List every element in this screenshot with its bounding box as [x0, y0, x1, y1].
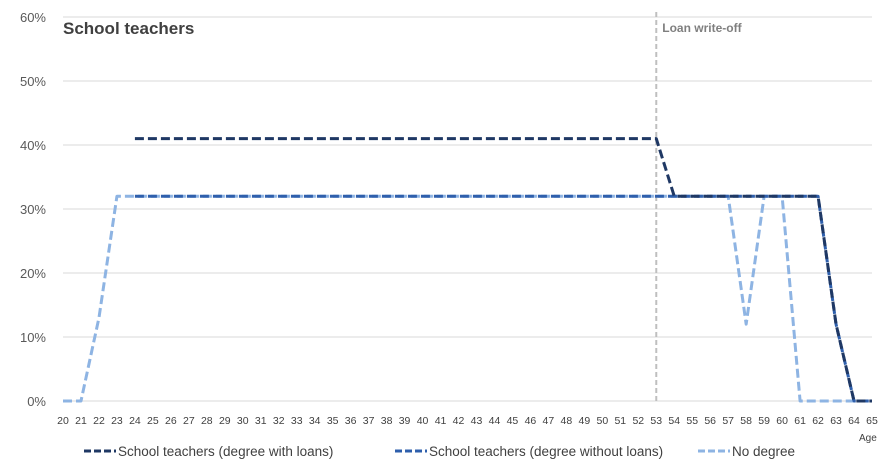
y-tick-label: 40%	[20, 138, 46, 153]
y-tick-label: 10%	[20, 330, 46, 345]
x-tick-label: 34	[309, 415, 321, 427]
x-tick-label: 44	[489, 415, 501, 427]
x-tick-label: 37	[363, 415, 375, 427]
legend: School teachers (degree with loans) Schoo…	[84, 444, 795, 459]
x-tick-label: 25	[147, 415, 159, 427]
legend-label: School teachers (degree with loans)	[118, 444, 333, 459]
x-tick-label: 63	[830, 415, 842, 427]
x-tick-label: 20	[57, 415, 69, 427]
x-tick-label: 46	[525, 415, 537, 427]
x-tick-label: 48	[561, 415, 573, 427]
x-tick-label: 22	[93, 415, 105, 427]
y-tick-label: 30%	[20, 202, 46, 217]
x-tick-label: 54	[668, 415, 680, 427]
x-tick-label: 56	[704, 415, 716, 427]
x-tick-label: 50	[596, 415, 608, 427]
x-tick-label: 39	[399, 415, 411, 427]
chart-title: School teachers	[63, 19, 194, 38]
x-tick-label: 62	[812, 415, 824, 427]
x-tick-label: 23	[111, 415, 123, 427]
x-tick-label: 31	[255, 415, 267, 427]
loan-write-off-label: Loan write-off	[662, 21, 742, 35]
y-tick-label: 60%	[20, 10, 46, 25]
x-tick-label: 59	[758, 415, 770, 427]
legend-label: No degree	[732, 444, 795, 459]
y-tick-label: 0%	[27, 394, 46, 409]
x-tick-label: 65	[866, 415, 878, 427]
x-tick-label: 41	[435, 415, 447, 427]
x-tick-label: 24	[129, 415, 141, 427]
x-tick-label: 26	[165, 415, 177, 427]
x-tick-label: 60	[776, 415, 788, 427]
x-tick-label: 42	[453, 415, 465, 427]
x-tick-label: 30	[237, 415, 249, 427]
x-tick-label: 61	[794, 415, 806, 427]
x-tick-label: 58	[740, 415, 752, 427]
x-tick-label: 36	[345, 415, 357, 427]
y-tick-label: 20%	[20, 266, 46, 281]
x-tick-label: 55	[686, 415, 698, 427]
series-line-no-degree	[63, 194, 872, 403]
data-series	[63, 137, 872, 403]
x-tick-label: 45	[507, 415, 519, 427]
x-axis-ticks: 20 21 22 23 24 25 26 27 28 29 30 31 32 33 34 35 36 37 38 39…	[57, 415, 878, 427]
x-tick-label: 27	[183, 415, 195, 427]
x-tick-label: 21	[75, 415, 87, 427]
x-tick-label: 51	[614, 415, 626, 427]
x-tick-label: 29	[219, 415, 231, 427]
x-tick-label: 40	[417, 415, 429, 427]
x-tick-label: 43	[471, 415, 483, 427]
loan-write-off-annotation: Loan write-off	[655, 12, 743, 401]
y-tick-label: 50%	[20, 74, 46, 89]
legend-label: School teachers (degree without loans)	[429, 444, 663, 459]
x-tick-label: 57	[722, 415, 734, 427]
x-tick-label: 53	[650, 415, 662, 427]
x-tick-label: 32	[273, 415, 285, 427]
x-tick-label: 64	[848, 415, 860, 427]
x-tick-label: 28	[201, 415, 213, 427]
x-tick-label: 47	[543, 415, 555, 427]
y-axis-ticks: 0% 10% 20% 30% 40% 50% 60%	[20, 10, 46, 409]
gridlines	[63, 16, 872, 402]
series-line-school-teachers-degree-without-loans	[134, 194, 872, 403]
x-tick-label: 52	[632, 415, 644, 427]
series-line-school-teachers-degree-with-loans	[134, 137, 872, 403]
x-tick-label: 38	[381, 415, 393, 427]
x-axis-label: Age	[859, 433, 877, 444]
x-tick-label: 49	[579, 415, 591, 427]
x-tick-label: 35	[327, 415, 339, 427]
x-tick-label: 33	[291, 415, 303, 427]
